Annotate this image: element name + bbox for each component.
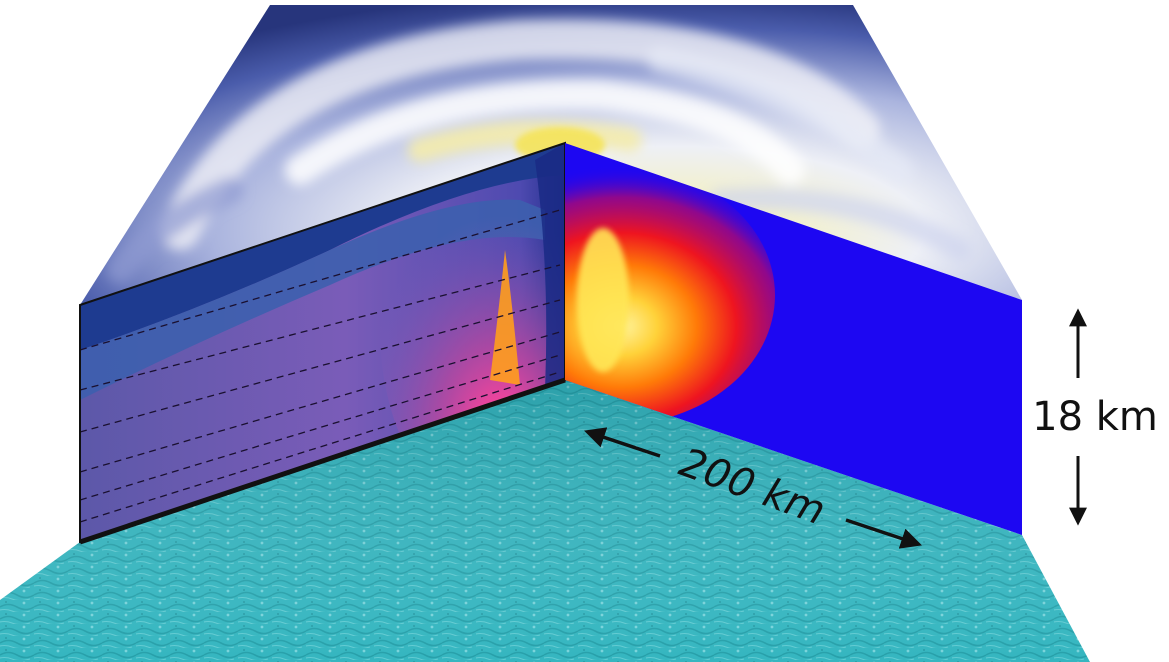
- ocean-surface: [0, 380, 1090, 662]
- width-arrow-left: [584, 427, 661, 458]
- width-arrow-right: [845, 518, 922, 549]
- right-cross-section-panel: [565, 143, 1022, 535]
- height-dimension: 18 km: [1032, 308, 1158, 526]
- height-label: 18 km: [1032, 394, 1158, 440]
